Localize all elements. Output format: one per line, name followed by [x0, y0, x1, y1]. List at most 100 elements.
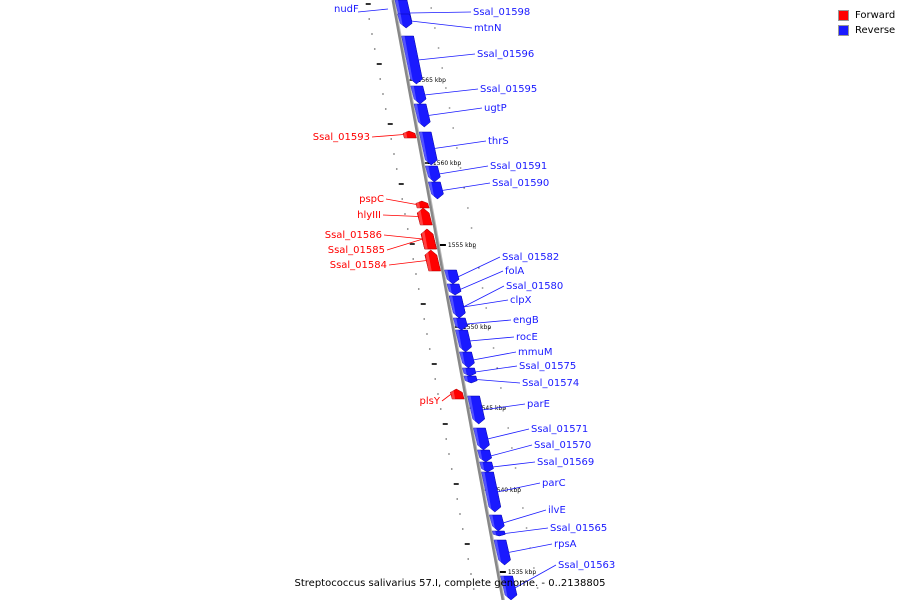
feature-ssal-01582-block [444, 269, 460, 285]
feature-ssal-01570-label: Ssal_01570 [534, 440, 591, 451]
feature-ssal-01590-shade [428, 182, 435, 199]
feature-ssal-01582-leader [457, 256, 501, 278]
feature-mmum-label: mmuM [518, 347, 552, 358]
feature-fola-label: folA [505, 266, 524, 277]
feature-mtnn-label: mtnN [474, 23, 501, 34]
feature-roce-block [455, 329, 472, 353]
feature-ssal-01596-leader [417, 53, 476, 61]
feature-plsy-label: plsY [420, 396, 441, 407]
feature-hlyiii-label: hlyIII [357, 210, 381, 221]
feature-pare-shade [467, 396, 476, 424]
legend-label-forward: Forward [855, 10, 896, 21]
forward-swatch [838, 10, 849, 21]
feature-ssal-01596-label: Ssal_01596 [477, 49, 534, 60]
feature-ugtp-leader [428, 107, 483, 116]
feature-parc-leader [497, 482, 541, 493]
scale-tick-label: 1535 kbp [508, 569, 536, 576]
backbone-highlight [394, 0, 505, 600]
feature-pare-leader [482, 403, 526, 411]
feature-ilve-label: ilvE [548, 505, 566, 516]
scale-tick-label: 1560 kbp [433, 160, 461, 167]
feature-clpx-shade [449, 296, 457, 318]
feature-ssal-01596-shade [401, 36, 414, 84]
feature-thrs-label: thrS [488, 136, 509, 147]
feature-mmum-shade [459, 352, 466, 368]
feature-ssal-01570-block [477, 449, 492, 463]
legend-item-forward: Forward [838, 8, 895, 23]
scale-tick-label: 1540 kbp [493, 487, 521, 494]
feature-ilve-shade [489, 515, 496, 531]
feature-ssal-01591-block [425, 165, 441, 183]
feature-ssal-01596-block [401, 35, 423, 85]
feature-ssal-01563-leader [514, 564, 557, 589]
feature-mmum-leader [472, 351, 517, 361]
feature-ssal-01580-leader [463, 285, 505, 308]
feature-nudf-leader [357, 8, 389, 13]
feature-ssal-01585-label: Ssal_01585 [328, 245, 385, 256]
scale-tick-label: 1550 kbp [463, 324, 491, 331]
feature-ssal-01598-label: Ssal_01598 [473, 7, 530, 18]
feature-ssal-01574-shade [463, 376, 469, 383]
feature-clpx-label: clpX [510, 295, 532, 306]
feature-ssal-01595-label: Ssal_01595 [480, 84, 537, 95]
feature-ssal-01586-label: Ssal_01586 [325, 230, 382, 241]
feature-ssal-01590-block [428, 181, 444, 200]
feature-rpsa-shade [494, 540, 502, 565]
map-caption: Streptococcus salivarius 57.I, complete … [294, 578, 606, 589]
legend-label-reverse: Reverse [855, 25, 896, 36]
feature-ssal-01574-label: Ssal_01574 [522, 378, 579, 389]
feature-ssal-01565-leader [504, 527, 549, 534]
feature-plsy-shade [450, 389, 456, 399]
feature-ssal-01563-block [500, 575, 518, 600]
feature-ssal-01590-leader [441, 182, 491, 191]
feature-nudf-label: nudF [334, 4, 359, 15]
feature-engb-label: engB [513, 315, 539, 326]
feature-ssal-01575-leader [475, 365, 518, 373]
feature-thrs-leader [434, 140, 487, 149]
feature-ssal-01590-label: Ssal_01590 [492, 178, 549, 189]
feature-rpsa-leader [508, 543, 553, 553]
feature-ssal-01584-leader [388, 260, 427, 266]
feature-ssal-01598-leader [409, 11, 472, 14]
feature-ssal-01591-leader [438, 165, 489, 175]
feature-ssal-01595-block [410, 85, 427, 105]
feature-ssal-01570-leader [490, 444, 533, 457]
feature-rpsa-label: rpsA [554, 539, 577, 550]
feature-ssal-01584-block [424, 249, 442, 272]
feature-parc-label: parC [542, 478, 566, 489]
feature-engb-shade [453, 318, 459, 330]
feature-parc-shade [481, 472, 492, 512]
feature-pspc-leader [385, 198, 417, 205]
feature-fola-leader [459, 270, 504, 290]
feature-mtnn-shade [397, 14, 404, 28]
scale-tick-label: 1555 kbp [448, 242, 476, 249]
feature-engb-block [452, 317, 468, 331]
feature-ugtp-block [413, 103, 431, 128]
feature-ssal-01571-shade [473, 428, 481, 450]
reverse-swatch [838, 25, 849, 36]
feature-ssal-01584-shade [424, 250, 432, 271]
feature-fola-block [446, 283, 462, 296]
feature-thrs-block [418, 131, 438, 166]
feature-ssal-01571-label: Ssal_01571 [531, 424, 588, 435]
feature-ssal-01593-block [402, 130, 417, 139]
feature-pare-label: parE [527, 399, 550, 410]
feature-ssal-01585-block [420, 228, 437, 250]
feature-ssal-01565-shade [492, 531, 497, 536]
feature-hlyiii-leader [382, 214, 419, 217]
feature-ssal-01595-leader [424, 88, 479, 96]
feature-ssal-01574-block [463, 375, 478, 384]
feature-ssal-01595-shade [410, 86, 418, 104]
feature-clpx-block [448, 295, 466, 319]
feature-ssal-01565-block [492, 530, 506, 537]
feature-ssal-01570-shade [477, 450, 483, 462]
feature-ssal-01574-leader [476, 379, 521, 384]
feature-plsy-block [450, 388, 465, 400]
feature-pare-block [467, 395, 486, 425]
feature-ssal-01593-shade [403, 131, 408, 138]
feature-ssal-01569-leader [492, 461, 536, 468]
feature-ssal-01563-label: Ssal_01563 [558, 560, 615, 571]
feature-ssal-01582-shade [444, 270, 451, 284]
